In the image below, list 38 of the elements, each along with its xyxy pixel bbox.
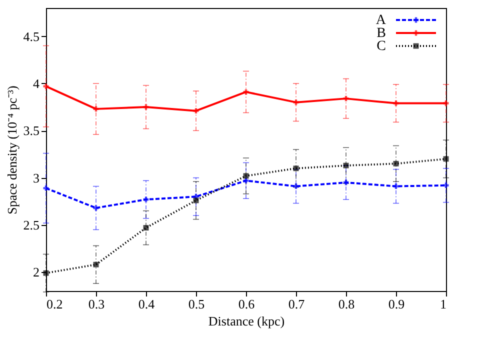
legend-label: B xyxy=(376,26,386,41)
x-tick-label: 0.4 xyxy=(138,296,156,312)
x-tick-label: 0.5 xyxy=(188,296,205,312)
point xyxy=(393,184,399,190)
point xyxy=(293,166,299,172)
point xyxy=(443,100,449,106)
point xyxy=(43,270,49,276)
y-tick-label: 4.5 xyxy=(23,28,40,44)
point xyxy=(393,160,399,166)
x-tick-label: 1 xyxy=(440,296,446,312)
y-tick-label: 3 xyxy=(33,170,40,186)
point xyxy=(43,185,49,191)
point xyxy=(243,173,249,179)
point xyxy=(93,262,99,268)
y-tick-label: 2.5 xyxy=(23,217,40,232)
point xyxy=(443,156,449,162)
x-tick-label: 0.6 xyxy=(238,296,256,312)
legend-label: C xyxy=(376,39,386,54)
x-tick-label: 0.2 xyxy=(46,296,63,312)
x-tick-label: 0.8 xyxy=(338,296,355,312)
legend-label: A xyxy=(376,13,387,28)
point xyxy=(293,184,299,190)
point xyxy=(193,198,199,204)
x-tick-label: 0.9 xyxy=(388,296,405,312)
point xyxy=(343,180,349,186)
y-tick-label: 4 xyxy=(33,76,40,91)
x-tick-label: 0.7 xyxy=(288,296,306,312)
point xyxy=(293,100,299,106)
point xyxy=(393,100,399,106)
point xyxy=(343,162,349,168)
point xyxy=(43,84,49,90)
y-tick-label: 2 xyxy=(33,264,40,280)
point xyxy=(143,225,149,231)
x-tick-label: 0.3 xyxy=(88,296,105,312)
y-tick-label: 3.5 xyxy=(23,123,40,138)
y-axis-title: Space density (10⁻⁴ pc⁻³) xyxy=(4,86,20,214)
x-axis-title: Distance (kpc) xyxy=(208,314,285,328)
point xyxy=(193,108,199,114)
